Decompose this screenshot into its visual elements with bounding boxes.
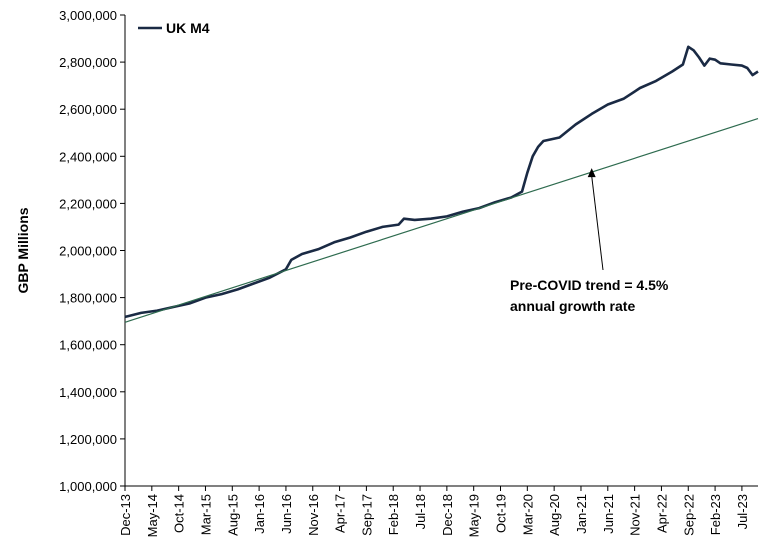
x-tick-label: Sep-17 — [359, 494, 374, 536]
x-tick-label: Feb-18 — [386, 494, 401, 535]
annotation-text: Pre-COVID trend = 4.5% — [510, 277, 669, 293]
y-tick-label: 3,000,000 — [59, 8, 117, 23]
x-tick-label: Jul-23 — [735, 494, 750, 529]
y-tick-label: 1,800,000 — [59, 291, 117, 306]
y-tick-label: 1,200,000 — [59, 432, 117, 447]
x-tick-label: Jul-18 — [413, 494, 428, 529]
y-tick-label: 2,400,000 — [59, 149, 117, 164]
y-tick-label: 2,600,000 — [59, 102, 117, 117]
x-tick-label: Nov-16 — [306, 494, 321, 536]
x-tick-label: Aug-20 — [547, 494, 562, 536]
x-tick-label: Mar-15 — [198, 494, 213, 535]
x-tick-label: Jun-16 — [279, 494, 294, 534]
y-axis-title: GBP Millions — [15, 207, 31, 293]
x-tick-label: Apr-17 — [333, 494, 348, 533]
y-tick-label: 2,000,000 — [59, 244, 117, 259]
x-tick-label: Nov-21 — [628, 494, 643, 536]
x-tick-label: Dec-18 — [440, 494, 455, 536]
y-tick-label: 1,000,000 — [59, 479, 117, 494]
x-tick-label: Jan-21 — [574, 494, 589, 534]
annotation-arrow-line — [591, 176, 604, 271]
x-tick-label: May-14 — [145, 494, 160, 537]
series-line-trend — [124, 118, 759, 323]
y-tick-label: 2,200,000 — [59, 196, 117, 211]
x-tick-label: Apr-22 — [654, 494, 669, 533]
x-tick-label: Oct-19 — [494, 494, 509, 533]
x-tick-label: Oct-14 — [172, 494, 187, 533]
legend-label: UK M4 — [166, 20, 210, 36]
annotation-arrow-head — [587, 168, 596, 178]
annotation-text: annual growth rate — [510, 298, 635, 314]
x-tick-label: May-19 — [467, 494, 482, 537]
x-tick-label: Feb-23 — [708, 494, 723, 535]
x-tick-label: Mar-20 — [520, 494, 535, 535]
y-tick-label: 1,600,000 — [59, 338, 117, 353]
x-tick-label: Aug-15 — [225, 494, 240, 536]
x-tick-label: Dec-13 — [118, 494, 133, 536]
x-tick-label: Jun-21 — [601, 494, 616, 534]
y-tick-label: 2,800,000 — [59, 55, 117, 70]
x-tick-label: Jan-16 — [252, 494, 267, 534]
y-tick-label: 1,400,000 — [59, 385, 117, 400]
x-tick-label: Sep-22 — [681, 494, 696, 536]
